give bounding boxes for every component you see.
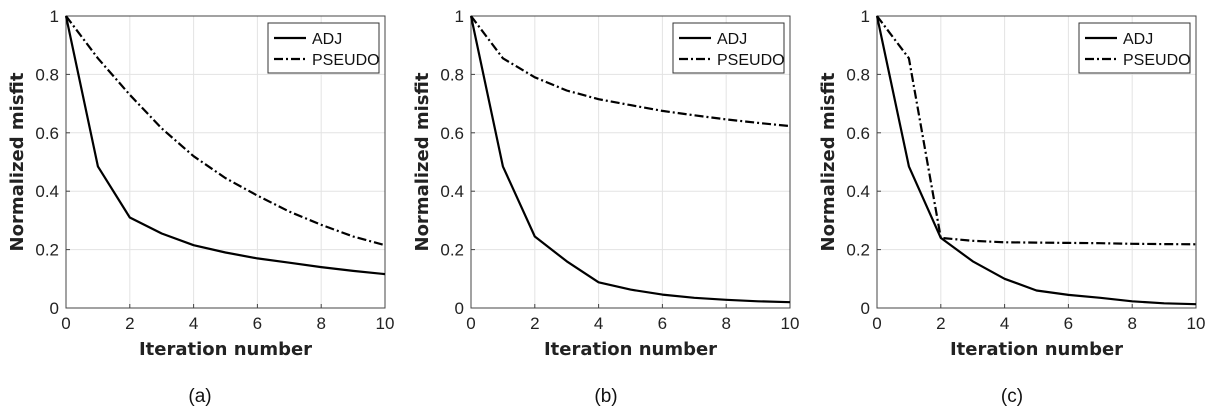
y-tick-label: 0.2 — [440, 241, 464, 260]
panel-caption: (c) — [1001, 386, 1023, 407]
y-tick-label: 0.4 — [440, 182, 464, 201]
y-tick-label: 0.8 — [846, 65, 870, 84]
panel-caption: (a) — [188, 386, 211, 407]
x-axis-label: Iteration number — [950, 339, 1123, 360]
x-tick-label: 6 — [253, 314, 262, 333]
y-tick-label: 0 — [455, 299, 464, 318]
legend: ADJ PSEUDO — [267, 22, 380, 74]
legend-box — [1078, 22, 1191, 74]
series-line-adj — [875, 15, 1197, 306]
y-tick-label: 0.2 — [846, 241, 870, 260]
y-tick-label: 0.2 — [35, 241, 59, 260]
x-axis-label: Iteration number — [544, 339, 717, 360]
legend-label-pseudo: PSEUDO — [1123, 52, 1191, 69]
series-line-adj — [64, 15, 386, 276]
legend: ADJ PSEUDO — [1078, 22, 1191, 74]
x-tick-label: 6 — [658, 314, 667, 333]
y-tick-label: 0.6 — [35, 124, 59, 143]
y-tick-label: 0 — [861, 299, 870, 318]
x-tick-label: 2 — [125, 314, 134, 333]
y-tick-label: 0.8 — [440, 65, 464, 84]
legend-label-adj: ADJ — [312, 31, 342, 48]
x-tick-label: 4 — [1000, 314, 1009, 333]
x-tick-label: 2 — [936, 314, 945, 333]
y-axis-label: Normalized misfit — [818, 72, 839, 251]
x-tick-label: 0 — [61, 314, 70, 333]
y-tick-label: 1 — [50, 7, 59, 26]
legend-label-pseudo: PSEUDO — [717, 52, 785, 69]
series-line-adj — [469, 15, 791, 304]
y-axis-label: Normalized misfit — [412, 72, 433, 251]
y-tick-label: 0.4 — [35, 182, 59, 201]
y-tick-label: 0.6 — [846, 124, 870, 143]
x-tick-label: 0 — [466, 314, 475, 333]
plot-area — [65, 15, 386, 309]
plot-area — [470, 15, 791, 309]
y-tick-label: 1 — [861, 7, 870, 26]
y-axis-label: Normalized misfit — [7, 72, 28, 251]
series-line-pseudo — [65, 15, 386, 247]
x-tick-label: 8 — [316, 314, 325, 333]
x-tick-label: 4 — [189, 314, 198, 333]
x-tick-label: 2 — [530, 314, 539, 333]
series-line-pseudo — [470, 15, 791, 128]
y-tick-label: 0.8 — [35, 65, 59, 84]
x-tick-label: 4 — [594, 314, 603, 333]
x-tick-label: 8 — [1127, 314, 1136, 333]
x-tick-label: 0 — [872, 314, 881, 333]
x-tick-label: 10 — [376, 314, 395, 333]
y-tick-label: 0 — [50, 299, 59, 318]
y-tick-label: 1 — [455, 7, 464, 26]
x-tick-label: 8 — [721, 314, 730, 333]
series-line-pseudo — [876, 15, 1197, 246]
legend-label-adj: ADJ — [717, 31, 747, 48]
y-tick-label: 0.4 — [846, 182, 870, 201]
y-tick-label: 0.6 — [440, 124, 464, 143]
legend: ADJ PSEUDO — [672, 22, 785, 74]
chart-panel-c: 0 2 4 6 8 10 0 0.2 0.4 0.6 0.8 1 Iteration number Nor… — [818, 7, 1205, 407]
chart-panel-b: 0 2 4 6 8 10 0 0.2 0.4 0.6 0.8 1 Iteration number Nor… — [412, 7, 799, 407]
x-tick-label: 10 — [1187, 314, 1206, 333]
chart-panel-a: 0 2 4 6 8 10 0 0.2 0.4 0.6 0.8 1 Iteration number Nor… — [7, 7, 394, 407]
legend-box — [267, 22, 380, 74]
panel-caption: (b) — [594, 386, 617, 407]
legend-box — [672, 22, 785, 74]
x-axis-label: Iteration number — [139, 339, 312, 360]
plot-area — [876, 15, 1197, 309]
legend-label-adj: ADJ — [1123, 31, 1153, 48]
legend-label-pseudo: PSEUDO — [312, 52, 380, 69]
x-tick-label: 6 — [1064, 314, 1073, 333]
x-tick-label: 10 — [781, 314, 800, 333]
